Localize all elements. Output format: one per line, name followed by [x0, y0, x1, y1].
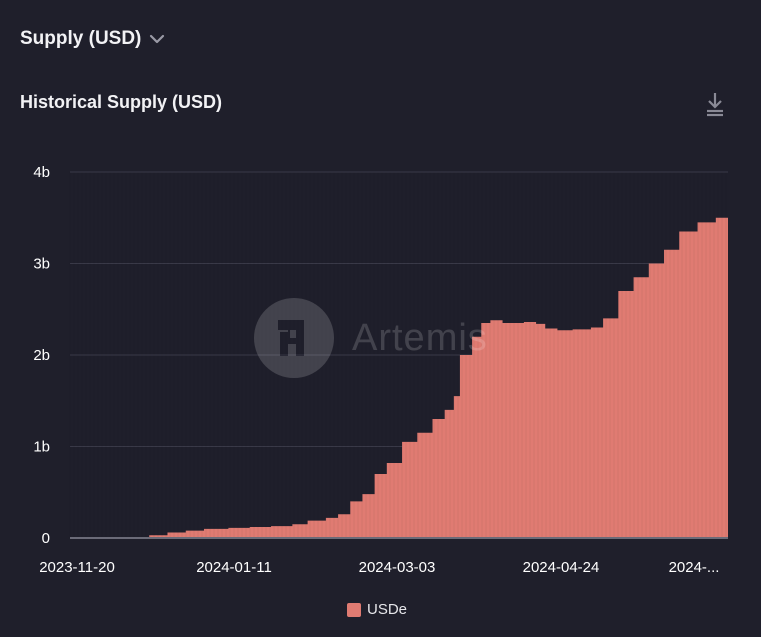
chart-area: 0 1b 2b 3b 4b 2023-11-20 2024-01-11 2024-03-03 2…: [0, 150, 761, 590]
supply-chart: 0 1b 2b 3b 4b 2023-11-20 2024-01-11 2024-03-03 2…: [33, 164, 728, 576]
x-tick-label: 2023-11-20: [39, 559, 115, 576]
x-tick-label: 2024-...: [669, 559, 720, 576]
y-tick-label: 2b: [33, 347, 50, 364]
legend-label: USDe: [367, 601, 408, 618]
x-tick-label: 2024-01-11: [196, 559, 272, 576]
download-button[interactable]: [702, 90, 728, 118]
x-tick-label: 2024-03-03: [359, 559, 436, 576]
y-tick-label: 1b: [33, 439, 50, 456]
download-icon: [707, 93, 723, 117]
y-tick-label: 4b: [33, 164, 50, 181]
x-tick-label: 2024-04-24: [523, 559, 600, 576]
y-tick-label: 3b: [33, 256, 50, 273]
y-tick-label: 0: [42, 530, 50, 547]
legend-swatch: [347, 602, 361, 617]
supply-selector-label: Supply (USD): [20, 28, 142, 49]
chevron-down-icon: [149, 34, 165, 44]
chart-title: Historical Supply (USD): [20, 92, 223, 112]
bar-separators: [69, 172, 727, 538]
legend[interactable]: USDe: [347, 601, 407, 618]
series-area-usde: [70, 217, 728, 538]
supply-selector[interactable]: Supply (USD): [20, 28, 165, 50]
